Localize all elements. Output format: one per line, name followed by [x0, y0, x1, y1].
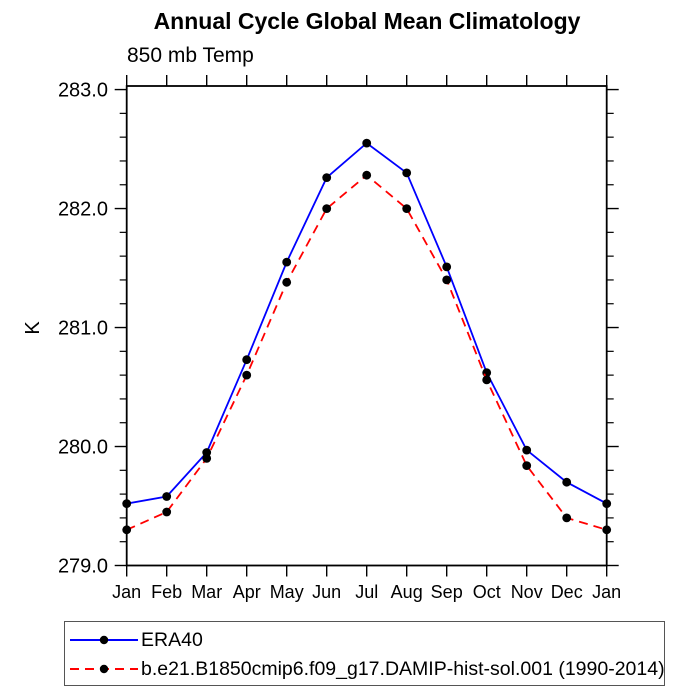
data-point-marker — [362, 138, 372, 148]
data-point-marker — [282, 257, 292, 267]
data-point-marker — [242, 355, 252, 365]
data-point-marker — [522, 445, 532, 455]
y-tick-label: 282.0 — [58, 199, 108, 221]
data-point-marker — [322, 204, 332, 214]
x-tick-label: Sep — [431, 582, 463, 602]
legend-line-model-icon — [70, 664, 138, 674]
x-tick-label: Nov — [511, 582, 543, 602]
chart-subtitle: 850 mb Temp — [127, 44, 254, 67]
data-point-marker — [362, 170, 372, 180]
series-line-era40 — [126, 141, 608, 505]
data-point-marker — [402, 168, 412, 178]
data-point-marker — [562, 477, 572, 487]
x-tick-label: Dec — [551, 582, 583, 602]
series-line-model — [126, 174, 607, 531]
x-tick-label: Jun — [312, 582, 341, 602]
x-tick-label: Jan — [112, 582, 141, 602]
data-point-marker — [122, 525, 132, 535]
x-tick-label: Jul — [355, 582, 378, 602]
axis-frame — [125, 85, 608, 567]
chart-title: Annual Cycle Global Mean Climatology — [153, 8, 581, 34]
x-tick-label: Apr — [233, 582, 261, 602]
legend-label-era40: ERA40 — [141, 628, 203, 651]
data-point-marker — [162, 507, 172, 517]
legend-sample-marker — [99, 664, 109, 674]
y-tick-label: 280.0 — [58, 437, 108, 459]
y-tick-label: 279.0 — [58, 556, 108, 578]
x-tick-label: Oct — [473, 582, 501, 602]
data-point-marker — [122, 499, 132, 508]
data-point-marker — [602, 525, 612, 535]
data-point-marker — [442, 275, 452, 285]
legend-label-model: b.e21.B1850cmip6.f09_g17.DAMIP-hist-sol.… — [141, 657, 665, 680]
legend: ERA40 b.e21.B1850cmip6.f09_g17.DAMIP-his… — [64, 621, 665, 686]
data-point-marker — [522, 461, 532, 470]
x-tick-label: Aug — [391, 582, 423, 602]
legend-line-era40-icon — [70, 635, 138, 645]
data-point-marker — [242, 370, 252, 380]
data-point-marker — [402, 204, 412, 214]
x-tick-label: Feb — [151, 582, 182, 602]
data-point-marker — [602, 499, 612, 508]
y-tick-label: 283.0 — [58, 80, 108, 102]
x-tick-label: Mar — [191, 582, 222, 602]
data-point-marker — [202, 454, 212, 463]
x-tick-label: Jan — [592, 582, 621, 602]
y-tick-label: 281.0 — [58, 318, 108, 340]
x-tick-label: May — [270, 582, 304, 602]
data-point-marker — [282, 277, 292, 287]
data-point-marker — [442, 262, 452, 272]
legend-item-era40: ERA40 — [68, 627, 203, 653]
data-point-marker — [482, 375, 492, 385]
data-point-marker — [322, 173, 332, 183]
legend-item-model: b.e21.B1850cmip6.f09_g17.DAMIP-hist-sol.… — [68, 656, 665, 682]
legend-sample-marker — [99, 635, 109, 645]
data-point-marker — [562, 513, 572, 523]
data-point-marker — [162, 492, 172, 501]
